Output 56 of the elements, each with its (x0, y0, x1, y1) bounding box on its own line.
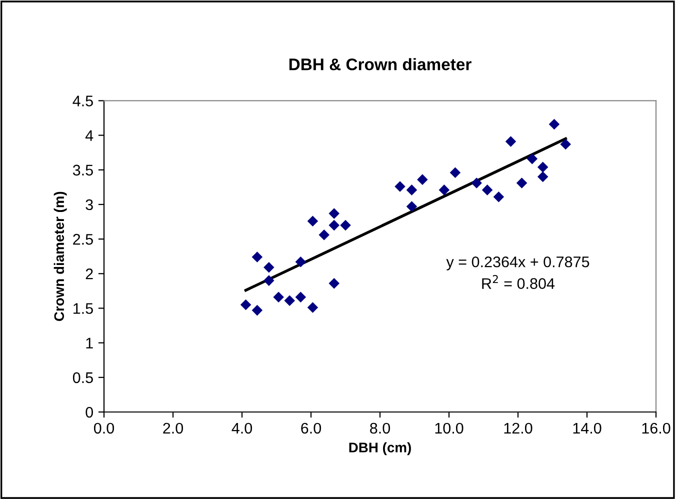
point (264, 275, 274, 286)
y-tick-label: 4 (85, 130, 94, 141)
point (307, 302, 318, 313)
point (438, 184, 450, 196)
x-tick-label: 4.0 (232, 422, 252, 434)
y-tick-label: 4.5 (72, 96, 93, 106)
point (471, 178, 482, 188)
y-tick-label: 0 (86, 406, 93, 418)
x-tick-label: 10.0 (435, 422, 464, 434)
point (516, 178, 528, 188)
point (328, 220, 340, 231)
x-tick-label: 16.0 (642, 422, 670, 434)
point (406, 201, 418, 212)
point (560, 138, 571, 150)
x-tick-label: 6.0 (301, 422, 322, 434)
point (505, 136, 516, 147)
x-tick-label: 2.0 (163, 422, 184, 434)
point (264, 262, 274, 273)
point (252, 252, 263, 262)
point (493, 191, 504, 202)
x-axis-title: DBH (cm) (349, 442, 411, 456)
point (252, 304, 263, 316)
point (318, 230, 330, 240)
chart-title: DBH & Crown diameter (289, 58, 472, 70)
x-tick-label: 0.0 (94, 422, 114, 434)
annotation: R$^{2}$ = 0.804 (482, 275, 555, 289)
point (295, 292, 306, 303)
point (450, 167, 461, 178)
y-tick-label: 2.5 (73, 234, 93, 245)
point (328, 278, 340, 289)
point (340, 220, 351, 231)
y-axis-title: Crown diameter (m) (54, 192, 67, 321)
x-tick-label: 12.0 (504, 422, 532, 434)
point (526, 153, 538, 164)
point (482, 184, 493, 196)
point (394, 181, 406, 192)
point (406, 184, 418, 196)
y-tick-label: 1 (86, 338, 93, 348)
y-tick-label: 3.5 (72, 164, 93, 176)
y-tick-label: 2 (86, 268, 93, 280)
point (240, 299, 252, 310)
y-tick-label: 0.5 (72, 372, 93, 384)
y-tick-label: 3 (86, 199, 93, 210)
point (417, 174, 428, 185)
y-tick-label: 1.5 (74, 303, 93, 314)
x-tick-label: 8.0 (370, 422, 390, 434)
point (537, 171, 548, 182)
point (284, 295, 295, 306)
point (307, 216, 318, 226)
x-tick-label: 14.0 (573, 422, 602, 434)
point (295, 256, 306, 268)
point (273, 292, 284, 303)
annotation: y = 0.2364x + 0.7875 (446, 256, 590, 270)
point (328, 208, 340, 219)
point (537, 162, 548, 172)
point (548, 118, 560, 130)
